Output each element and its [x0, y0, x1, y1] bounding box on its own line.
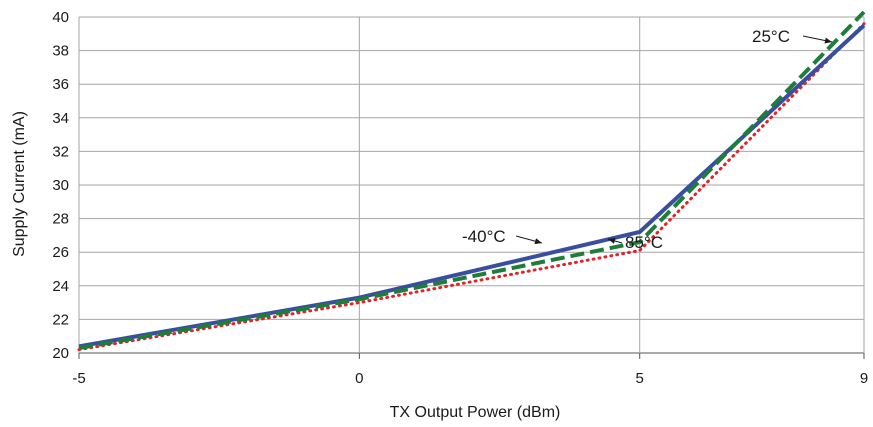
- x-tick-label: -5: [72, 370, 85, 387]
- y-tick-label: 22: [52, 311, 69, 328]
- y-tick-label: 38: [52, 43, 69, 60]
- y-tick-label: 40: [52, 9, 69, 26]
- x-tick-label: 5: [636, 370, 644, 387]
- annotation-label: -40°C: [462, 227, 506, 246]
- series-line-85c: [77, 22, 866, 352]
- x-gridlines: [78, 17, 865, 359]
- series-annotations: -40°C 85°C 25°C: [462, 27, 833, 252]
- annotation-arrowhead: [608, 238, 616, 244]
- annotation-25c: 25°C: [752, 27, 833, 46]
- series-line--40c: [78, 23, 866, 349]
- y-tick-label: 20: [52, 345, 69, 362]
- y-tick-label: 30: [52, 177, 69, 194]
- y-axis-title: Supply Current (mA): [11, 111, 28, 257]
- y-tick-label: 28: [52, 211, 69, 228]
- annotation-arrowhead: [534, 238, 542, 245]
- annotation-label: 85°C: [625, 233, 663, 252]
- annotation--40c: -40°C: [462, 227, 543, 246]
- y-tick-label: 32: [52, 143, 69, 160]
- annotation-arrowhead: [824, 37, 832, 44]
- x-axis-title: TX Output Power (dBm): [390, 404, 561, 421]
- y-gridlines: [79, 16, 864, 354]
- y-tick-label: 26: [52, 244, 69, 261]
- x-tick-label: 9: [860, 370, 868, 387]
- y-tick-label: 34: [52, 110, 69, 127]
- x-tick-labels: -5 0 5 9: [72, 370, 868, 387]
- annotation-label: 25°C: [752, 27, 790, 46]
- series-line-25c: [78, 10, 866, 350]
- x-tick-label: 0: [355, 370, 363, 387]
- y-tick-labels: 20 22 24 26 28 30 32 34 36 38 40: [52, 9, 69, 362]
- y-tick-label: 36: [52, 76, 69, 93]
- data-series: [77, 10, 866, 352]
- annotation-85c: 85°C: [607, 233, 663, 252]
- y-tick-label: 24: [52, 278, 69, 295]
